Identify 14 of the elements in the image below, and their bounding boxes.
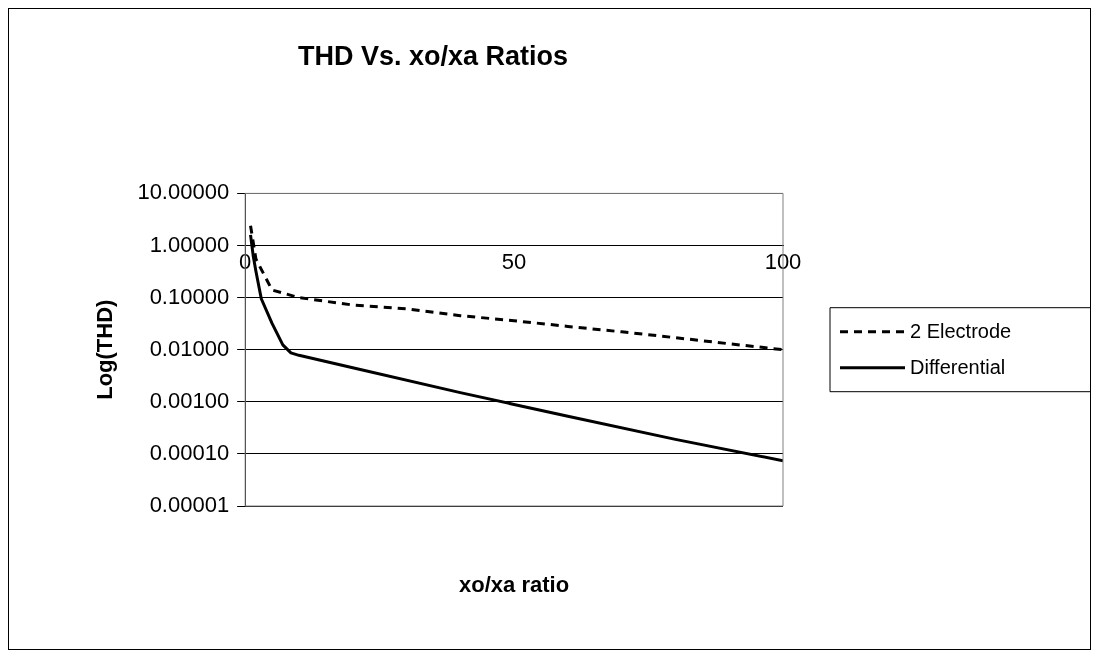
legend-label: 2 Electrode bbox=[910, 320, 1012, 343]
y-tick-label: 0.10000 bbox=[149, 283, 230, 309]
x-tick-label: 50 bbox=[501, 248, 527, 274]
y-tick-label: 0.00010 bbox=[149, 439, 230, 465]
x-axis-title: xo/xa ratio bbox=[459, 572, 570, 598]
chart-title: THD Vs. xo/xa Ratios bbox=[297, 40, 569, 71]
y-tick-label: 10.00000 bbox=[137, 179, 230, 205]
y-tick-label: 0.01000 bbox=[149, 335, 230, 361]
y-tick-label: 1.00000 bbox=[149, 231, 230, 257]
y-tick-label: 0.00001 bbox=[149, 492, 230, 518]
legend-label: Differential bbox=[910, 356, 1006, 379]
y-axis-title: Log(THD) bbox=[92, 299, 118, 400]
y-tick-label: 0.00100 bbox=[149, 387, 230, 413]
x-tick-label: 100 bbox=[764, 248, 802, 274]
